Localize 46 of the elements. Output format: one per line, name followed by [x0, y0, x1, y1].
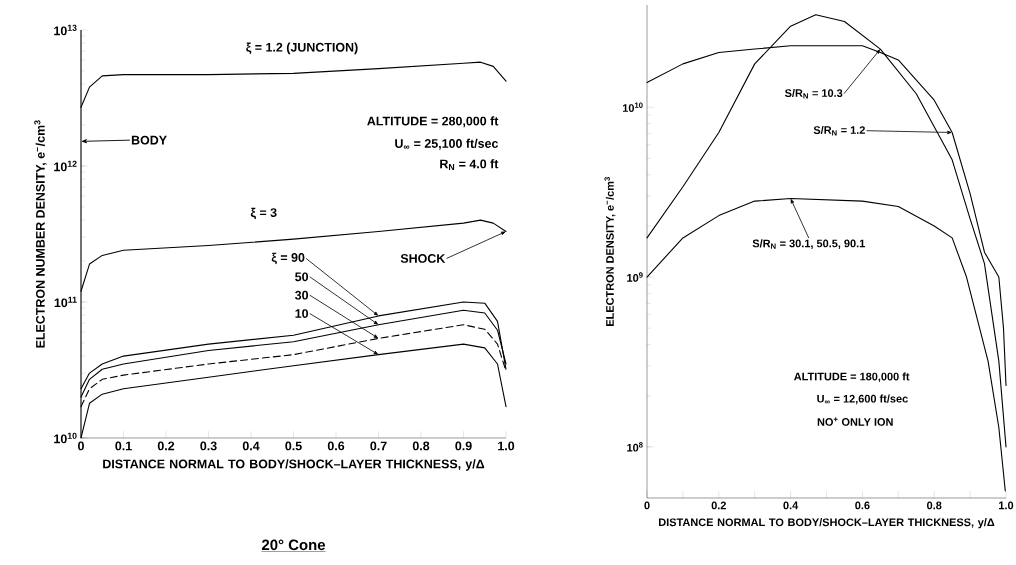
- text: 20° Cone: [261, 539, 326, 551]
- x-tick-label: 0.8: [927, 501, 942, 510]
- x-tick-label: 1.0: [999, 501, 1014, 510]
- x-tick-label: 0.8: [412, 441, 430, 451]
- y-axis-title: ELECTRON NUMBER DENSITY, e$^{−}$/cm$^{3}$: [34, 120, 47, 348]
- annotation: U$_{∞}$ = 25,100 ft/sec: [395, 138, 499, 150]
- x-tick-label: 0.3: [200, 441, 217, 451]
- x-axis-title: DISTANCE NORMAL TO BODY/SHOCK–LAYER THICKNESS, y/Δ: [103, 459, 485, 471]
- x-tick-label: 0.6: [855, 501, 870, 510]
- annotation: S/R$_{N}$ = 30.1, 50.5, 90.1: [752, 239, 865, 249]
- x-tick-label: 0.1: [115, 441, 132, 451]
- y-tick-label: 10$^{11}$: [54, 296, 77, 308]
- x-tick-label: 0.9: [455, 441, 472, 451]
- series-label: ξ = 3: [250, 207, 277, 220]
- annotation: ALTITUDE = 180,000 ft: [794, 372, 910, 383]
- x-tick-label: 0.4: [242, 441, 260, 451]
- y-tick-label: 10$^{8}$: [627, 442, 643, 452]
- x-tick-label: 0: [78, 441, 84, 451]
- x-axis-title: DISTANCE NORMAL TO BODY/SHOCK–LAYER THICKNESS, y/Δ: [659, 518, 995, 529]
- ref-line-label: BODY: [131, 135, 167, 145]
- y-tick-label: 10$^{10}$: [622, 102, 643, 112]
- text: 50: [295, 272, 309, 282]
- x-tick-label: 0.4: [783, 501, 799, 510]
- annotation: ALTITUDE = 280,000 ft: [367, 116, 499, 128]
- annotation: S/R$_{N}$ = 1.2: [813, 125, 865, 136]
- annotation: SHOCK: [400, 254, 446, 263]
- x-tick-label: 0.7: [370, 441, 387, 451]
- series-label: ξ = 1.2 (JUNCTION): [246, 42, 358, 55]
- x-tick-label: 0.5: [285, 441, 302, 451]
- x-tick-label: 0.2: [157, 441, 175, 451]
- annotation: S/R$_{N}$ = 10.3: [784, 88, 843, 99]
- y-tick-label: 10$^{13}$: [54, 24, 77, 36]
- x-tick-label: 0.2: [711, 501, 726, 510]
- text: 10: [295, 309, 309, 318]
- annotation: U$_{∞}$ = 12,600 ft/sec: [817, 394, 908, 405]
- x-tick-label: 0.6: [327, 441, 345, 451]
- annotation: R$_{N}$ = 4.0 ft: [440, 159, 499, 171]
- text: ξ = 90: [271, 252, 305, 265]
- y-tick-label: 10$^{12}$: [54, 160, 77, 172]
- y-tick-label: 10$^{9}$: [627, 272, 643, 282]
- y-axis-title: ELECTRON DENSITY, e$^{−}$/cm$^{3}$: [604, 177, 616, 326]
- text: 30: [294, 290, 309, 300]
- annotation: NO$^{+}$ ONLY ION: [817, 417, 893, 426]
- y-tick-label: 10$^{10}$: [54, 432, 77, 444]
- x-tick-label: 1.0: [498, 441, 515, 451]
- x-tick-label: 0: [644, 501, 650, 510]
